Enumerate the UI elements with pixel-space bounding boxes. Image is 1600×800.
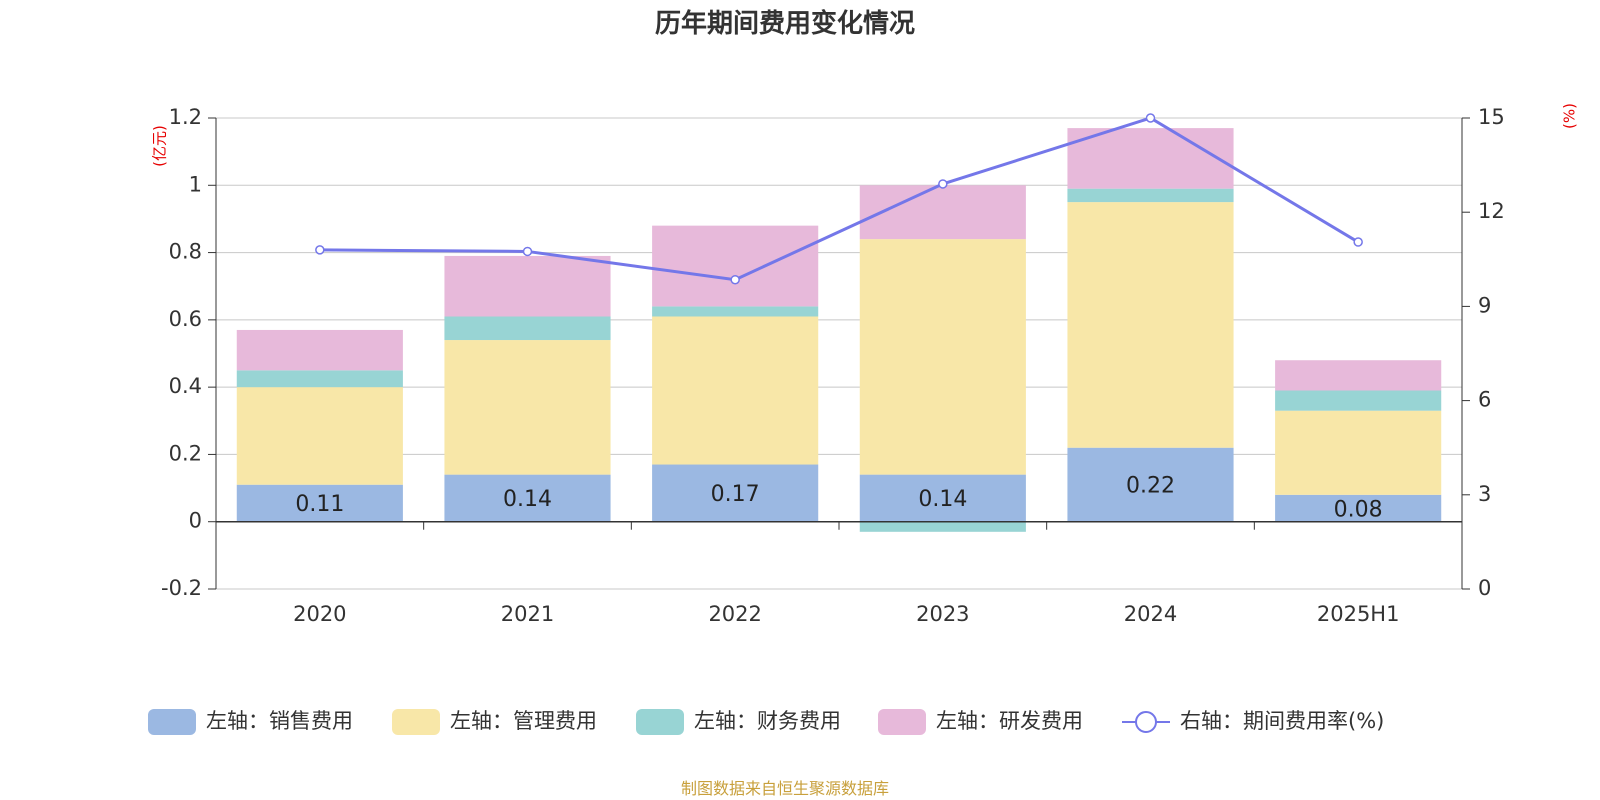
right-tick-label: 9: [1478, 293, 1491, 317]
legend-swatch: [636, 709, 684, 735]
bar-segment: [236, 329, 403, 371]
x-tick-label: 2024: [1124, 602, 1177, 626]
bar-data-label: 0.14: [918, 487, 967, 512]
legend-marker: [1135, 711, 1157, 733]
right-tick-label: 0: [1478, 576, 1491, 600]
legend-label: 右轴：期间费用率(%): [1180, 709, 1384, 733]
bar-segment: [1067, 128, 1234, 189]
bar-segment: [652, 316, 819, 465]
bar-segment: [652, 306, 819, 317]
bar-data-label: 0.14: [503, 487, 552, 512]
source-note: 制图数据来自恒生聚源数据库: [681, 779, 889, 798]
bar-segment: [236, 370, 403, 388]
bar-segment: [652, 225, 819, 307]
rate-point: [1353, 237, 1363, 247]
rate-line: [315, 113, 1363, 285]
legend-swatch: [878, 709, 926, 735]
bar-segment: [444, 255, 611, 317]
left-axis-unit: (亿元): [151, 125, 169, 167]
bar-segment: [1067, 202, 1234, 448]
axes: -0.2 0 0.2 0.4 0.6 0.8 1 1.2 0 3 6 9 12 15 2020 2021 202…: [161, 105, 1505, 626]
right-tick-label: 15: [1478, 105, 1505, 129]
chart-title: 历年期间费用变化情况: [655, 8, 915, 39]
data-labels: 0.11 0.14 0.17 0.14 0.22 0.08: [295, 474, 1382, 523]
left-tick-label: 0: [189, 509, 202, 533]
left-tick-label: 0.8: [169, 240, 202, 264]
left-tick-label: 1: [189, 172, 202, 196]
bar-data-label: 0.22: [1126, 474, 1175, 499]
x-tick-label: 2023: [916, 602, 969, 626]
bar-data-label: 0.17: [711, 482, 760, 507]
bar-segment: [859, 521, 1026, 532]
rate-point: [522, 246, 533, 257]
right-axis-unit: (%): [1561, 103, 1579, 129]
bar-segment: [1275, 494, 1442, 522]
bar-segment: [1275, 390, 1442, 411]
legend-label: 左轴：销售费用: [206, 709, 353, 733]
legend-label: 左轴：研发费用: [936, 709, 1083, 733]
bar-segment: [236, 484, 403, 522]
bar-segment: [444, 474, 611, 522]
right-tick-label: 3: [1478, 482, 1491, 506]
left-tick-label: 0.4: [169, 374, 202, 398]
right-tick-label: 12: [1478, 199, 1505, 223]
legend-swatch: [392, 709, 440, 735]
legend-swatch: [148, 709, 196, 735]
bar-segment: [444, 340, 611, 475]
x-tick-label: 2020: [293, 602, 346, 626]
bars: [236, 128, 1442, 532]
rate-point: [938, 179, 948, 189]
rate-point: [730, 274, 740, 285]
bar-segment: [652, 464, 819, 522]
rate-point: [315, 245, 325, 255]
legend[interactable]: 左轴：销售费用 左轴：管理费用 左轴：财务费用 左轴：研发费用 右轴：期间费用率(%): [148, 709, 1384, 735]
bar-data-label: 0.08: [1334, 497, 1383, 522]
legend-label: 左轴：财务费用: [694, 709, 841, 733]
bar-segment: [1275, 360, 1442, 391]
rate-line-path: [319, 116, 1359, 282]
left-tick-label: -0.2: [161, 576, 202, 600]
bar-segment: [444, 316, 611, 341]
bar-segment: [859, 239, 1026, 475]
bar-data-label: 0.11: [295, 492, 344, 517]
right-tick-label: 6: [1478, 388, 1491, 412]
bar-segment: [236, 387, 403, 485]
left-tick-label: 0.2: [169, 441, 202, 465]
bar-segment: [859, 474, 1026, 522]
bar-segment: [1067, 188, 1234, 203]
x-tick-label: 2025H1: [1317, 602, 1400, 626]
rate-point: [1145, 113, 1156, 123]
bar-segment: [1275, 410, 1442, 495]
left-tick-label: 0.6: [169, 307, 202, 331]
x-tick-label: 2021: [501, 602, 554, 626]
left-tick-label: 1.2: [169, 105, 202, 129]
x-tick-label: 2022: [708, 602, 761, 626]
bar-segment: [1067, 447, 1234, 522]
bar-segment: [859, 185, 1026, 240]
legend-label: 左轴：管理费用: [450, 709, 597, 733]
